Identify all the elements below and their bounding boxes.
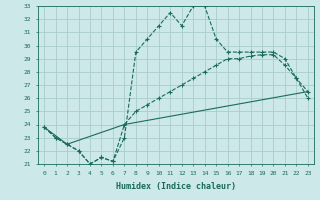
- X-axis label: Humidex (Indice chaleur): Humidex (Indice chaleur): [116, 182, 236, 191]
